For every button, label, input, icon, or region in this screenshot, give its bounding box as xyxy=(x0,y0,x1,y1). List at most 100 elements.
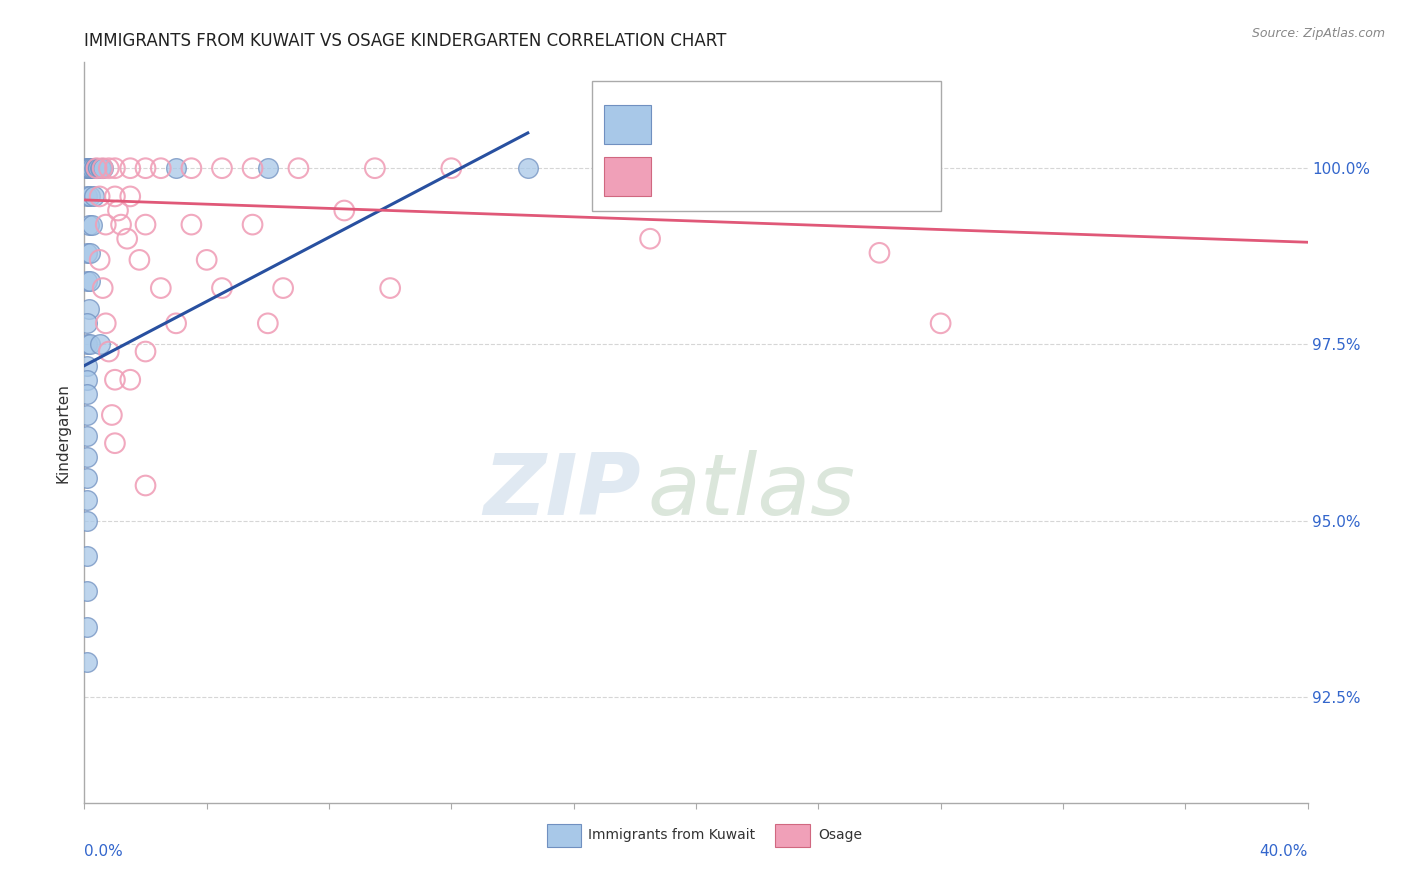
Point xyxy=(86,161,108,176)
Point xyxy=(94,316,117,330)
Text: atlas: atlas xyxy=(647,450,855,533)
Point xyxy=(91,161,114,176)
FancyBboxPatch shape xyxy=(605,157,651,195)
Point xyxy=(80,218,103,232)
Point xyxy=(120,189,142,203)
Point xyxy=(110,218,132,232)
Point xyxy=(75,161,97,176)
Text: 0.0%: 0.0% xyxy=(84,844,124,858)
Point xyxy=(165,161,187,176)
Point xyxy=(104,161,127,176)
Point xyxy=(77,302,100,317)
Point xyxy=(211,161,233,176)
FancyBboxPatch shape xyxy=(776,823,810,847)
Point xyxy=(104,373,127,387)
Point xyxy=(257,161,280,176)
Point xyxy=(76,514,98,528)
Point xyxy=(115,232,138,246)
Point xyxy=(120,373,142,387)
Point xyxy=(76,316,98,330)
Point xyxy=(211,281,233,295)
Point xyxy=(76,274,98,288)
Point xyxy=(180,218,202,232)
Point xyxy=(333,203,356,218)
Point xyxy=(76,189,98,203)
Point xyxy=(242,218,264,232)
Point xyxy=(97,344,120,359)
Point xyxy=(76,584,98,599)
Point xyxy=(76,619,98,633)
Point xyxy=(135,161,157,176)
Point xyxy=(79,245,101,260)
Text: 40.0%: 40.0% xyxy=(1260,844,1308,858)
Point xyxy=(89,252,111,267)
Point xyxy=(929,316,952,330)
Point xyxy=(242,161,264,176)
Point xyxy=(89,189,111,203)
Point xyxy=(76,655,98,669)
Point xyxy=(195,252,218,267)
Point xyxy=(165,316,187,330)
Point xyxy=(869,245,891,260)
Point xyxy=(79,161,101,176)
Point xyxy=(104,189,127,203)
Point xyxy=(257,316,280,330)
Point xyxy=(76,337,98,351)
Point xyxy=(91,161,114,176)
Point xyxy=(84,161,107,176)
FancyBboxPatch shape xyxy=(605,105,651,144)
Point xyxy=(135,344,157,359)
Point xyxy=(87,161,110,176)
Point xyxy=(180,161,202,176)
Text: Source: ZipAtlas.com: Source: ZipAtlas.com xyxy=(1251,27,1385,40)
Point xyxy=(76,492,98,507)
Point xyxy=(135,218,157,232)
Point xyxy=(440,161,463,176)
Point xyxy=(76,429,98,443)
Point xyxy=(79,337,101,351)
Point xyxy=(79,189,101,203)
Text: R = -0.076: R = -0.076 xyxy=(665,162,756,178)
Point xyxy=(149,161,172,176)
Point xyxy=(101,408,124,422)
Text: Osage: Osage xyxy=(818,829,862,842)
Point xyxy=(83,161,105,176)
Point xyxy=(89,337,111,351)
Text: N = 45: N = 45 xyxy=(818,162,873,178)
Point xyxy=(76,245,98,260)
Text: Immigrants from Kuwait: Immigrants from Kuwait xyxy=(588,829,755,842)
Text: ZIP: ZIP xyxy=(484,450,641,533)
Y-axis label: Kindergarten: Kindergarten xyxy=(55,383,70,483)
Point xyxy=(97,161,120,176)
Point xyxy=(135,478,157,492)
Point xyxy=(120,161,142,176)
Point xyxy=(77,161,100,176)
Point xyxy=(380,281,402,295)
Point xyxy=(107,203,129,218)
Point xyxy=(76,373,98,387)
Point xyxy=(149,281,172,295)
Point xyxy=(79,274,101,288)
FancyBboxPatch shape xyxy=(592,81,941,211)
Point xyxy=(77,218,100,232)
Point xyxy=(364,161,387,176)
Text: N = 42: N = 42 xyxy=(818,109,873,124)
Point xyxy=(89,161,111,176)
Point xyxy=(76,471,98,485)
Point xyxy=(128,252,150,267)
Point xyxy=(271,281,294,295)
FancyBboxPatch shape xyxy=(547,823,581,847)
Point xyxy=(104,436,127,450)
Point xyxy=(76,359,98,373)
Point xyxy=(83,189,105,203)
Point xyxy=(638,232,661,246)
Point xyxy=(80,161,103,176)
Point xyxy=(287,161,309,176)
Point xyxy=(86,161,108,176)
Point xyxy=(90,161,112,176)
Point xyxy=(516,161,538,176)
Text: IMMIGRANTS FROM KUWAIT VS OSAGE KINDERGARTEN CORRELATION CHART: IMMIGRANTS FROM KUWAIT VS OSAGE KINDERGA… xyxy=(84,32,727,50)
Point xyxy=(76,161,98,176)
Point xyxy=(76,408,98,422)
Point xyxy=(76,450,98,465)
